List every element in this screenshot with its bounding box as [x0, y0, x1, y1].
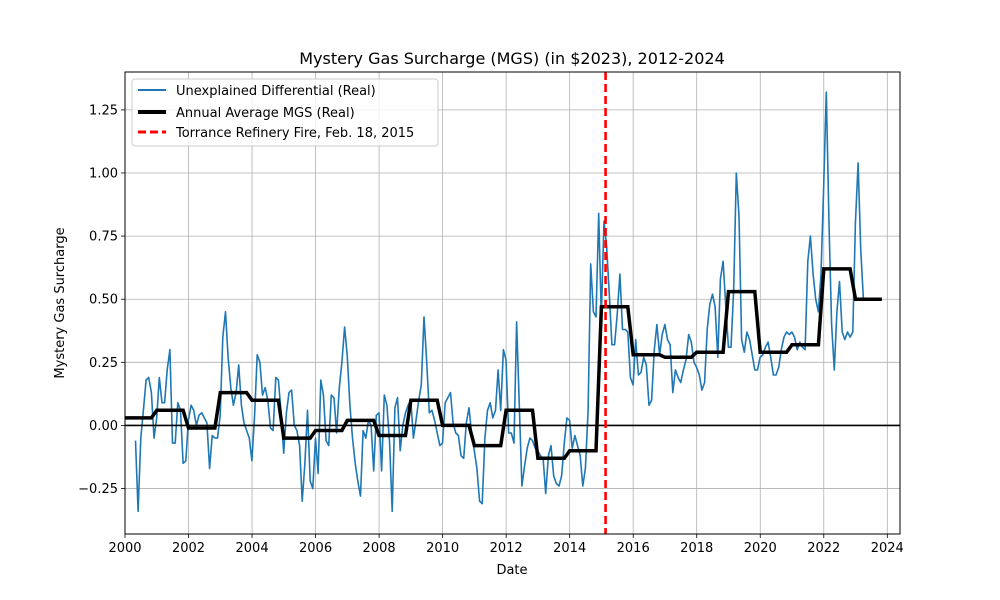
y-tick-label: 1.00 — [89, 166, 118, 181]
y-tick-label: 0.25 — [89, 356, 118, 371]
x-tick-label: 2014 — [553, 541, 586, 556]
plot-area — [125, 72, 900, 534]
x-tick-label: 2006 — [299, 541, 332, 556]
y-tick-label: 0.50 — [89, 293, 118, 308]
x-tick-label: 2016 — [617, 541, 650, 556]
x-tick-label: 2012 — [490, 541, 523, 556]
y-axis: −0.25 0.00 0.25 0.50 0.75 1.00 1.25 — [78, 103, 125, 497]
x-tick-label: 2010 — [426, 541, 459, 556]
x-tick-label: 2020 — [744, 541, 777, 556]
x-tick-label: 2008 — [363, 541, 396, 556]
x-tick-label: 2024 — [871, 541, 904, 556]
x-tick-label: 2004 — [236, 541, 269, 556]
legend-label-annual: Annual Average MGS (Real) — [176, 106, 355, 121]
y-tick-label: 0.75 — [89, 230, 118, 245]
chart-title: Mystery Gas Surcharge (MGS) (in $2023), … — [299, 49, 725, 68]
y-tick-label: −0.25 — [78, 482, 118, 497]
x-tick-label: 2022 — [807, 541, 840, 556]
legend-box — [131, 78, 439, 147]
x-tick-label: 2002 — [172, 541, 205, 556]
y-tick-label: 1.25 — [89, 103, 118, 118]
series-annual-average — [125, 267, 882, 461]
legend-label-event: Torrance Refinery Fire, Feb. 18, 2015 — [175, 126, 414, 141]
axes-frame — [124, 71, 901, 535]
x-axis: 2000 2002 2004 2006 2008 2010 2012 2014 2016 2018… — [108, 534, 904, 556]
x-tick-label: 2018 — [680, 541, 713, 556]
x-tick-label: 2000 — [108, 541, 141, 556]
x-axis-title: Date — [496, 563, 527, 578]
y-axis-title: Mystery Gas Surcharge — [53, 227, 68, 378]
legend: Unexplained Differential (Real) Annual A… — [131, 78, 439, 147]
legend-label-monthly: Unexplained Differential (Real) — [176, 84, 376, 99]
y-tick-label: 0.00 — [89, 419, 118, 434]
series-unexplained-differential — [134, 91, 865, 513]
